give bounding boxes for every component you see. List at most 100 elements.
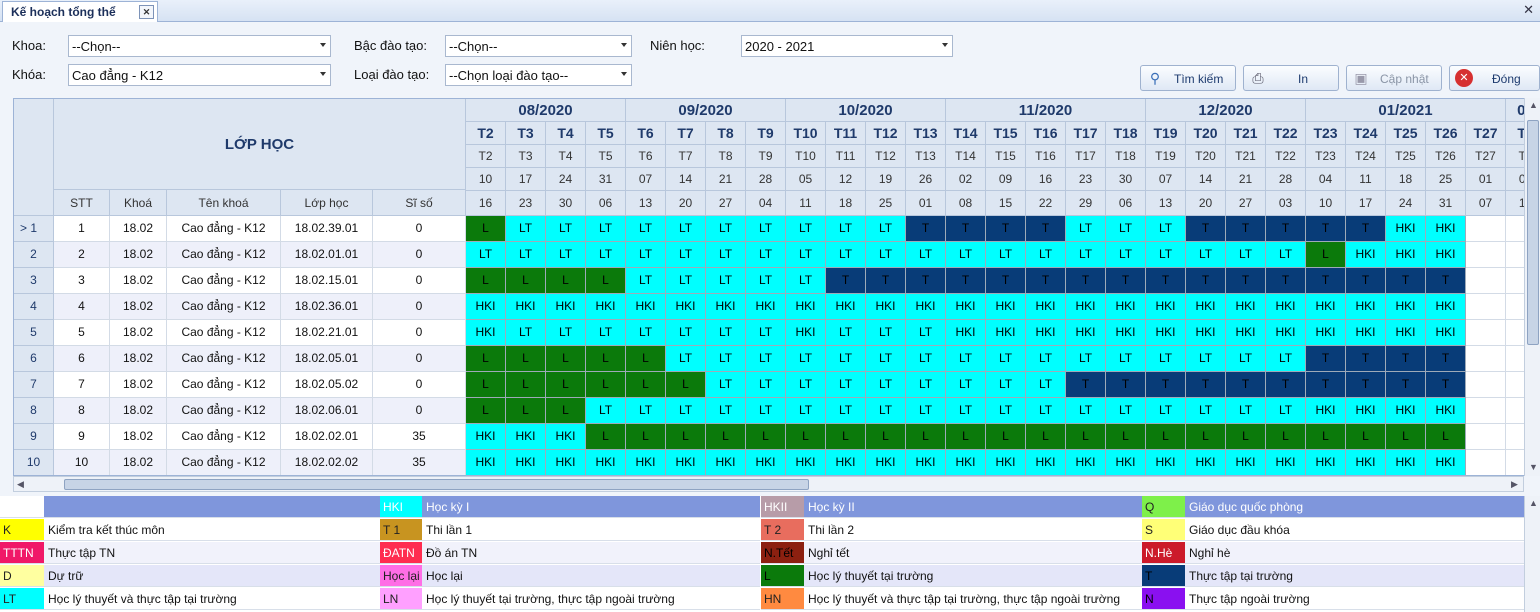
cell-lop[interactable]: 18.02.05.01	[281, 346, 373, 372]
plan-cell[interactable]: LT	[906, 372, 946, 398]
plan-cell[interactable]: LT	[1026, 398, 1066, 424]
plan-cell[interactable]: L	[506, 268, 546, 294]
plan-cell[interactable]: T	[1226, 268, 1266, 294]
cell-lop[interactable]: 18.02.06.01	[281, 398, 373, 424]
week-header[interactable]: T9	[746, 122, 786, 145]
week-header[interactable]: T15	[986, 122, 1026, 145]
window-close-icon[interactable]: ✕	[1523, 2, 1534, 17]
cell-lop[interactable]: 18.02.36.01	[281, 294, 373, 320]
plan-cell[interactable]: L	[1346, 424, 1386, 450]
plan-cell[interactable]: LT	[986, 242, 1026, 268]
plan-cell[interactable]: L	[546, 372, 586, 398]
plan-cell[interactable]: LT	[1106, 216, 1146, 242]
cell-lop[interactable]: 18.02.02.02	[281, 450, 373, 475]
plan-cell[interactable]: HKI	[1306, 294, 1346, 320]
cell-lop[interactable]: 18.02.15.01	[281, 268, 373, 294]
plan-cell[interactable]: T	[1386, 346, 1426, 372]
column-header[interactable]: Khoá	[110, 190, 167, 216]
row-selector[interactable]: 10	[14, 450, 54, 475]
plan-cell[interactable]: HKI	[1186, 450, 1226, 475]
plan-cell[interactable]: LT	[706, 372, 746, 398]
plan-cell[interactable]: T	[986, 268, 1026, 294]
plan-cell[interactable]: L	[786, 424, 826, 450]
plan-cell[interactable]: HKI	[866, 294, 906, 320]
cell-stt[interactable]: 6	[54, 346, 110, 372]
cell-khoa[interactable]: 18.02	[110, 268, 167, 294]
plan-cell[interactable]: T	[946, 268, 986, 294]
row-selector[interactable]: 6	[14, 346, 54, 372]
plan-cell[interactable]: HKI	[1226, 294, 1266, 320]
plan-cell[interactable]: HKI	[466, 424, 506, 450]
cell-khoa[interactable]: 18.02	[110, 346, 167, 372]
week-header[interactable]: T23	[1306, 122, 1346, 145]
plan-cell[interactable]: L	[866, 424, 906, 450]
plan-cell[interactable]: HKI	[1386, 450, 1426, 475]
plan-cell[interactable]: L	[466, 268, 506, 294]
plan-cell[interactable]: HKI	[666, 450, 706, 475]
plan-cell[interactable]: LT	[666, 398, 706, 424]
plan-cell[interactable]: LT	[866, 346, 906, 372]
plan-cell[interactable]: L	[1386, 424, 1426, 450]
nien-select[interactable]: 2020 - 2021	[741, 35, 953, 57]
cell-stt[interactable]: 8	[54, 398, 110, 424]
vertical-scrollbar[interactable]: ▲ ▼	[1524, 98, 1540, 476]
plan-cell[interactable]: T	[1186, 268, 1226, 294]
plan-cell[interactable]: HKI	[1226, 450, 1266, 475]
plan-cell[interactable]: HKI	[1106, 450, 1146, 475]
plan-cell[interactable]: LT	[1066, 242, 1106, 268]
plan-cell[interactable]: LT	[706, 268, 746, 294]
plan-cell[interactable]: LT	[786, 268, 826, 294]
plan-cell[interactable]: T	[1266, 268, 1306, 294]
plan-cell-empty[interactable]	[1466, 320, 1506, 346]
plan-cell[interactable]: LT	[1266, 242, 1306, 268]
plan-cell[interactable]: LT	[1066, 398, 1106, 424]
scroll-up-icon[interactable]: ▲	[1529, 100, 1538, 110]
cell-khoa[interactable]: 18.02	[110, 372, 167, 398]
plan-cell[interactable]: LT	[1026, 346, 1066, 372]
plan-cell[interactable]: HKI	[706, 450, 746, 475]
cell-lop[interactable]: 18.02.01.01	[281, 242, 373, 268]
plan-cell[interactable]: HKI	[1426, 294, 1466, 320]
plan-cell[interactable]: LT	[1146, 216, 1186, 242]
plan-cell[interactable]: T	[1346, 268, 1386, 294]
plan-cell[interactable]: T	[1146, 268, 1186, 294]
plan-cell[interactable]: LT	[1106, 242, 1146, 268]
plan-cell[interactable]: LT	[1266, 346, 1306, 372]
week-header[interactable]: T19	[1146, 122, 1186, 145]
plan-cell[interactable]: LT	[1106, 346, 1146, 372]
plan-cell[interactable]: LT	[826, 398, 866, 424]
plan-cell[interactable]: T	[986, 216, 1026, 242]
cell-ten[interactable]: Cao đẳng - K12	[167, 424, 281, 450]
plan-cell[interactable]: LT	[866, 320, 906, 346]
tab-ke-hoach[interactable]: Kế hoạch tổng thể ✕	[2, 1, 158, 22]
plan-cell[interactable]: HKI	[1226, 320, 1266, 346]
cell-khoa[interactable]: 18.02	[110, 450, 167, 475]
plan-cell[interactable]: T	[1346, 372, 1386, 398]
plan-cell[interactable]: HKI	[586, 294, 626, 320]
plan-cell-empty[interactable]	[1466, 372, 1506, 398]
plan-cell[interactable]: LT	[1066, 216, 1106, 242]
cell-stt[interactable]: 7	[54, 372, 110, 398]
plan-cell[interactable]: HKI	[786, 320, 826, 346]
cell-siso[interactable]: 0	[373, 216, 466, 242]
plan-cell[interactable]: HKI	[466, 320, 506, 346]
plan-cell[interactable]: HKI	[946, 320, 986, 346]
plan-cell[interactable]: HKI	[706, 294, 746, 320]
cell-ten[interactable]: Cao đẳng - K12	[167, 372, 281, 398]
cell-siso[interactable]: 35	[373, 424, 466, 450]
loai-select[interactable]: --Chọn loại đào tạo--	[445, 64, 632, 86]
week-header[interactable]: T14	[946, 122, 986, 145]
plan-cell[interactable]: L	[466, 216, 506, 242]
plan-cell[interactable]: LT	[546, 242, 586, 268]
plan-cell[interactable]: L	[666, 372, 706, 398]
row-selector[interactable]: 4	[14, 294, 54, 320]
plan-cell[interactable]: HKI	[1026, 320, 1066, 346]
week-header[interactable]: T5	[586, 122, 626, 145]
plan-cell[interactable]: HKI	[546, 294, 586, 320]
week-header[interactable]: T17	[1066, 122, 1106, 145]
row-selector[interactable]: 5	[14, 320, 54, 346]
plan-cell[interactable]: T	[1266, 372, 1306, 398]
vertical-scroll-thumb[interactable]	[1527, 120, 1539, 345]
plan-cell[interactable]: HKI	[1426, 216, 1466, 242]
week-header[interactable]: T8	[706, 122, 746, 145]
